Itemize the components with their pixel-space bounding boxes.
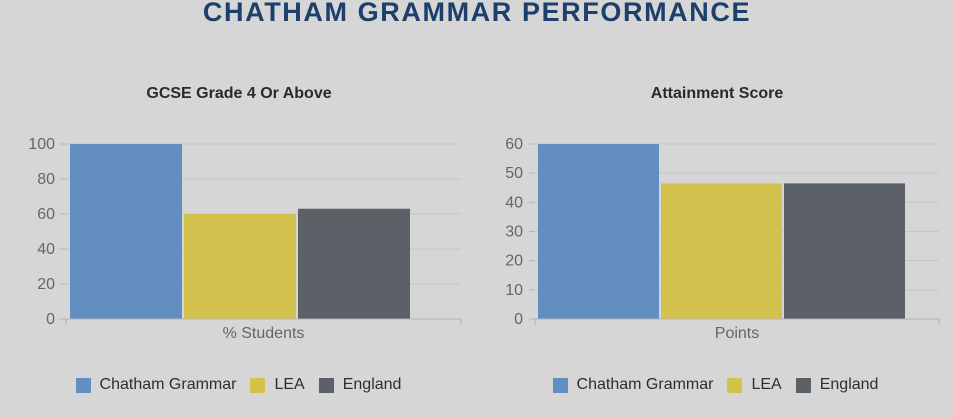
- y-tick-label: 60: [37, 206, 55, 223]
- y-tick-label: 50: [505, 165, 523, 182]
- legend-label: LEA: [751, 376, 782, 393]
- legend-swatch: [552, 377, 568, 393]
- attainment-chart-panel: Attainment Score 0 10 20 30 40 50 60 Points Cha…: [477, 0, 954, 417]
- gcse-chart-panel: GCSE Grade 4 Or Above 0 20 40 60 80 100 % Stud…: [0, 85, 477, 394]
- y-tick-label: 20: [37, 276, 55, 293]
- gcse-chart-legend: Chatham Grammar LEA England: [0, 376, 477, 394]
- x-category-label: % Students: [223, 325, 305, 342]
- page-title: CHATHAM GRAMMAR PERFORMANCE: [202, 0, 752, 27]
- legend-swatch: [318, 377, 334, 393]
- bar-chatham-grammar: [538, 144, 659, 319]
- y-tick-label: 30: [505, 224, 523, 241]
- y-tick-label: 60: [505, 136, 523, 153]
- legend-label: England: [342, 376, 402, 393]
- attainment-chart-legend: Chatham Grammar LEA England: [477, 376, 954, 394]
- chart-title: Attainment Score: [651, 85, 784, 102]
- legend-label: England: [819, 376, 879, 393]
- legend-swatch: [727, 377, 743, 393]
- legend-swatch: [75, 377, 91, 393]
- legend-label: Chatham Grammar: [99, 376, 237, 393]
- legend-item-lea[interactable]: LEA: [727, 376, 782, 394]
- legend-item-lea[interactable]: LEA: [250, 376, 305, 394]
- y-tick-label: 40: [505, 194, 523, 211]
- y-tick-label: 80: [37, 171, 55, 188]
- bar-lea: [184, 214, 296, 319]
- legend-item-england[interactable]: England: [795, 376, 879, 394]
- legend-label: LEA: [274, 376, 305, 393]
- attainment-chart: Attainment Score 0 10 20 30 40 50 60 Points: [505, 85, 940, 342]
- y-tick-label: 20: [505, 253, 523, 270]
- bar-england: [784, 183, 905, 319]
- y-tick-label: 0: [514, 311, 523, 328]
- bar-lea: [661, 183, 782, 319]
- legend-swatch: [250, 377, 266, 393]
- legend-item-england[interactable]: England: [318, 376, 402, 394]
- chart-title: GCSE Grade 4 Or Above: [146, 85, 331, 102]
- legend-item-chatham-grammar[interactable]: Chatham Grammar: [75, 376, 237, 394]
- bar-chatham-grammar: [70, 144, 182, 319]
- y-tick-label: 10: [505, 282, 523, 299]
- y-tick-label: 0: [46, 311, 55, 328]
- y-tick-label: 100: [28, 136, 55, 153]
- y-tick-label: 40: [37, 241, 55, 258]
- x-category-label: Points: [715, 325, 759, 342]
- gcse-chart: GCSE Grade 4 Or Above 0 20 40 60 80 100 % Stud…: [28, 85, 462, 342]
- bar-england: [298, 208, 410, 319]
- legend-label: Chatham Grammar: [576, 376, 714, 393]
- legend-item-chatham-grammar[interactable]: Chatham Grammar: [552, 376, 714, 394]
- legend-swatch: [795, 377, 811, 393]
